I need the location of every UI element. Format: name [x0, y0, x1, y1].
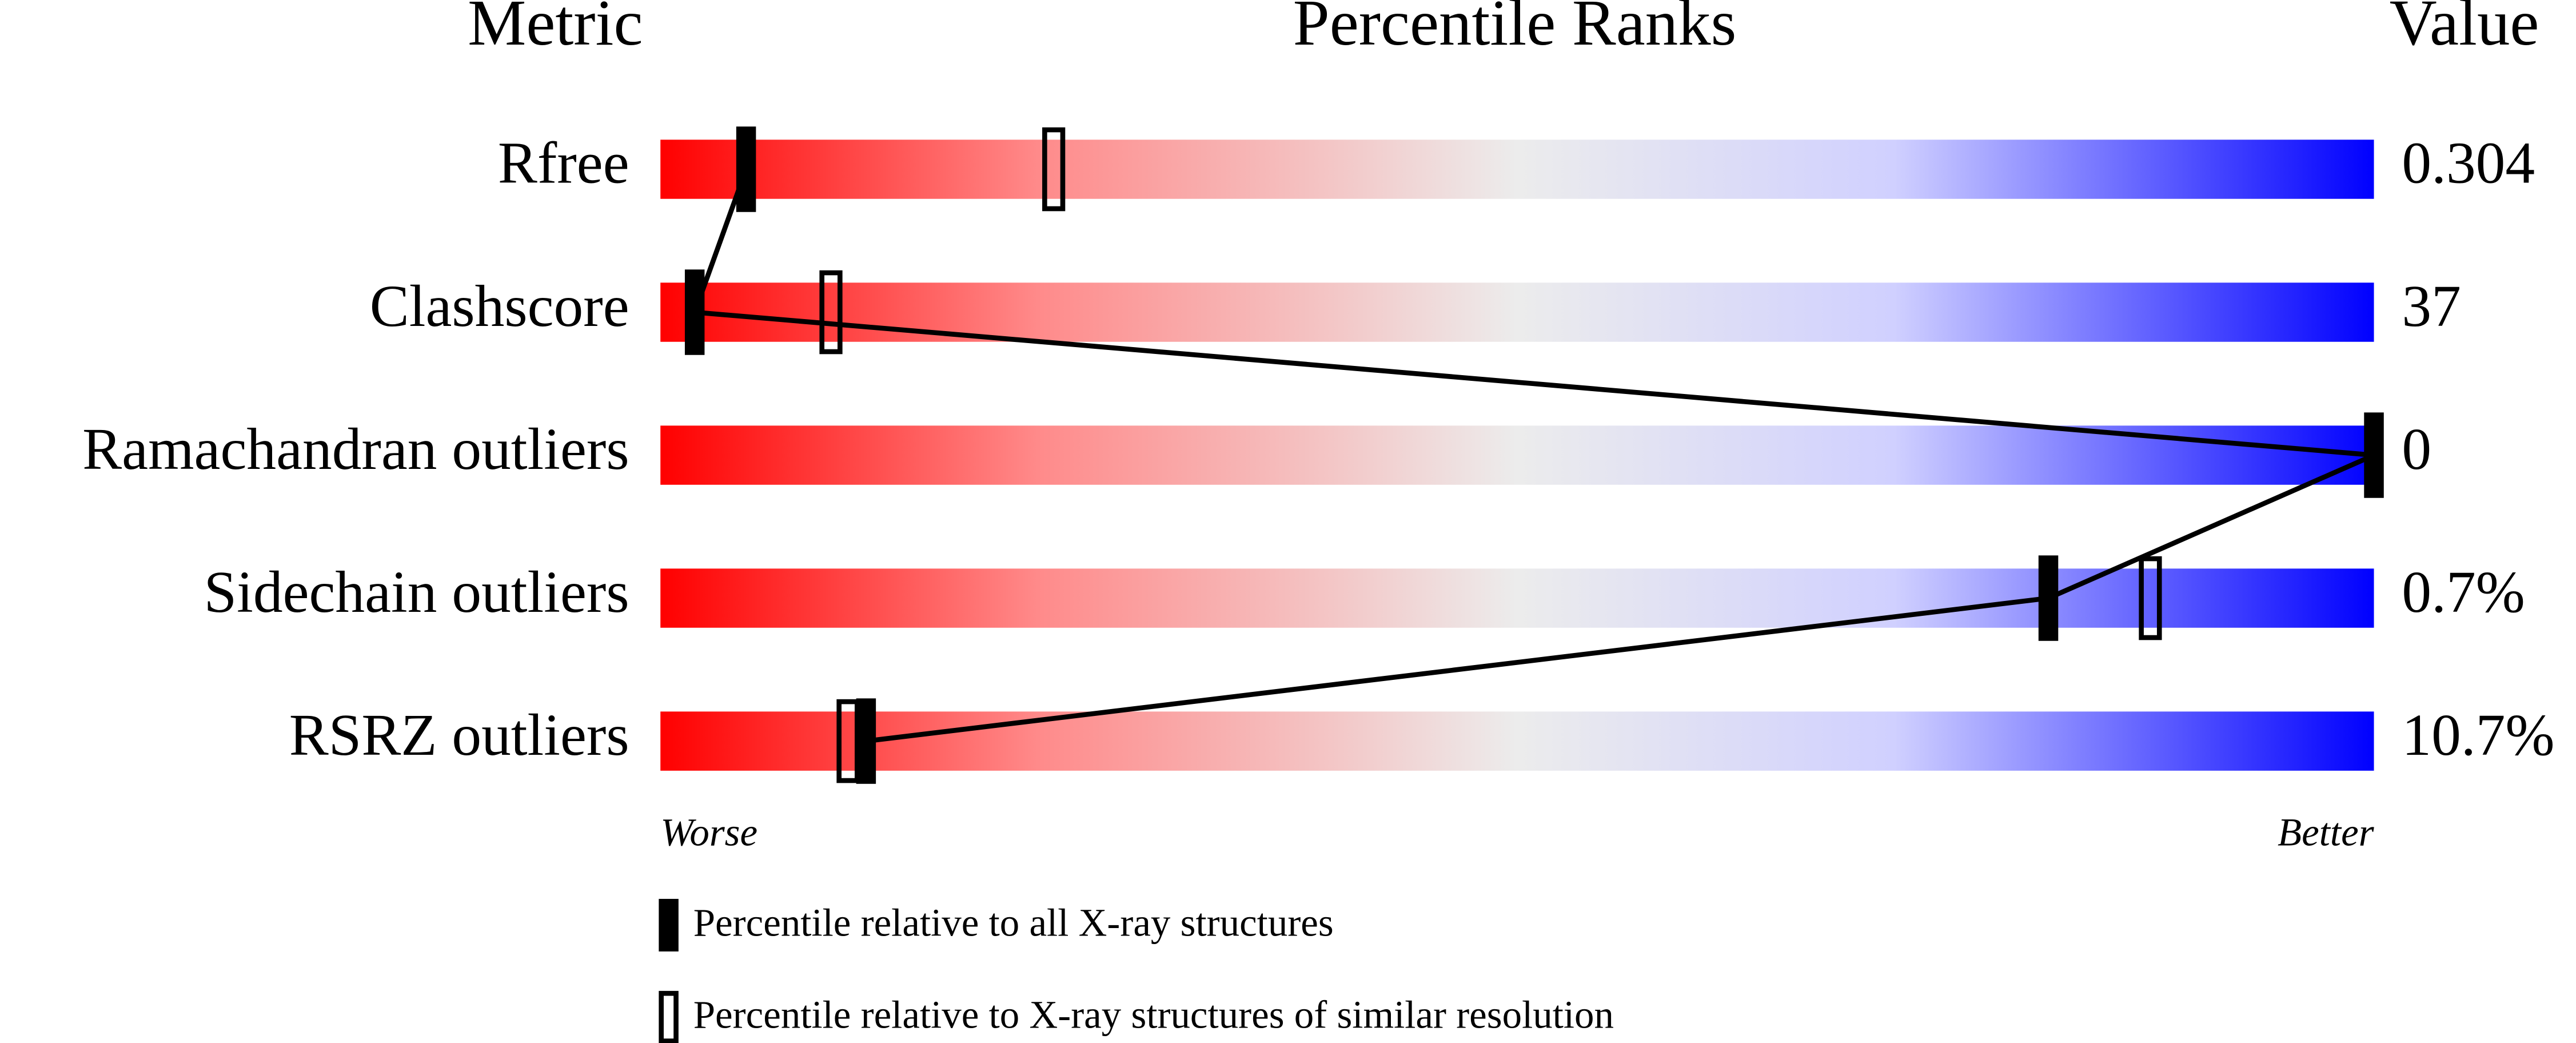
percentile-marker	[2364, 412, 2384, 498]
value-header: Value	[2390, 0, 2539, 59]
percentile-marker	[684, 269, 705, 355]
metric-value: 0.304	[2402, 131, 2535, 196]
percentile-marker-hollow	[1042, 127, 1066, 212]
high-label: Better	[2278, 811, 2375, 854]
metric-header: Metric	[468, 0, 643, 59]
metric-value: 37	[2402, 274, 2461, 339]
metric-label: Ramachandran outliers	[82, 417, 629, 482]
percentile-marker	[2038, 555, 2059, 641]
metric-label: Rfree	[498, 131, 629, 196]
percentile-bar	[660, 568, 2374, 628]
percentile-marker-hollow	[2139, 556, 2162, 640]
low-label: Worse	[660, 811, 757, 854]
metric-value: 10.7%	[2402, 703, 2554, 768]
percentile-marker-hollow	[819, 270, 843, 355]
legend-swatch	[659, 898, 679, 952]
percentile-marker	[856, 698, 876, 784]
metric-value: 0.7%	[2402, 560, 2525, 625]
metric-label: RSRZ outliers	[289, 703, 629, 768]
percentile-bar	[660, 425, 2374, 485]
legend-label: Percentile relative to X-ray structures …	[693, 993, 1614, 1037]
legend-label: Percentile relative to all X-ray structu…	[693, 901, 1334, 945]
legend-swatch	[659, 990, 679, 1043]
percentile-bar	[660, 711, 2374, 771]
percentile-bar	[660, 140, 2374, 199]
percentile-marker	[736, 126, 756, 212]
metric-label: Sidechain outliers	[204, 560, 629, 625]
chart-title: Percentile Ranks	[1293, 0, 1737, 59]
metric-label: Clashscore	[370, 274, 629, 339]
metric-value: 0	[2402, 417, 2431, 482]
